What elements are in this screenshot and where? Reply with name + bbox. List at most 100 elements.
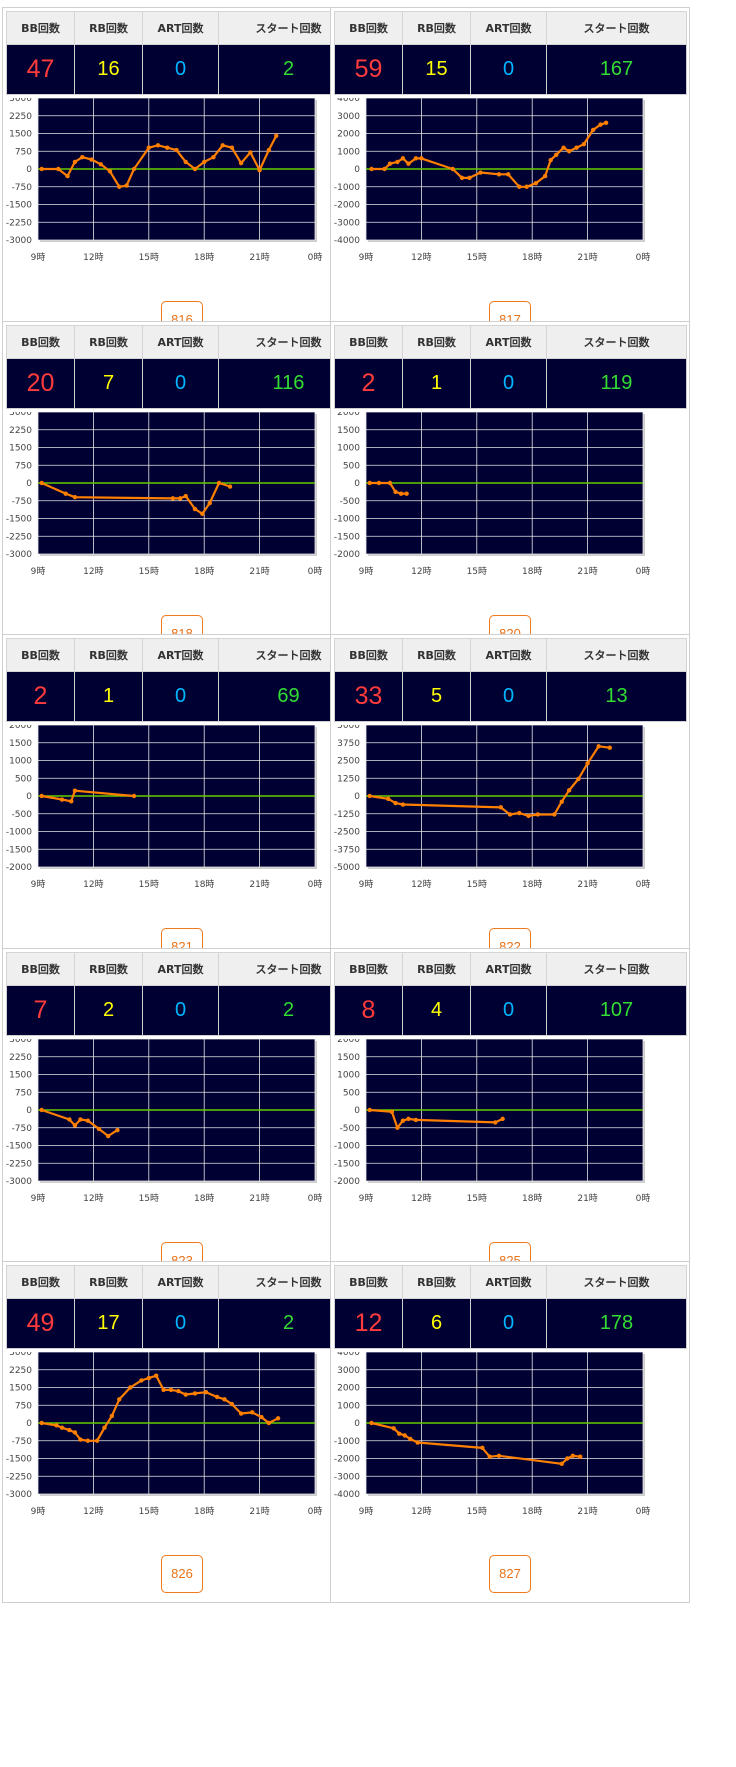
machine-card: BB回数 RB回数 ART回数 スタート回数 8 4 0 107 2000 1500 1000 500…: [330, 948, 690, 1290]
machine-number-button[interactable]: 827: [489, 1555, 531, 1593]
slump-chart-svg: 3000 2250 1500 750 0 -750 -1500 -2250 -3000 9時 12時…: [6, 1352, 322, 1517]
y-tick-label: 1500: [9, 444, 32, 454]
y-tick-label: 1500: [9, 130, 32, 140]
data-point: [203, 1390, 209, 1395]
data-point: [406, 161, 411, 166]
y-tick-label: 0: [354, 792, 360, 802]
rb-header: RB回数: [74, 1264, 143, 1300]
y-tick-label: -4000: [334, 1490, 360, 1500]
data-point: [155, 143, 161, 148]
y-tick-label: -2250: [6, 218, 32, 228]
rb-header: RB回数: [74, 324, 143, 360]
data-point: [570, 1453, 576, 1459]
data-point: [566, 149, 572, 154]
y-tick-label: -2000: [334, 1455, 360, 1465]
data-point: [450, 166, 455, 172]
x-tick-label: 21時: [577, 566, 597, 577]
x-tick-label: 12時: [411, 879, 431, 890]
data-point: [222, 1397, 227, 1402]
x-tick-label: 18時: [194, 566, 214, 577]
x-tick-label: 9時: [359, 566, 374, 577]
data-point: [548, 157, 553, 163]
x-tick-label: 21時: [577, 879, 597, 890]
data-point: [128, 1385, 133, 1390]
x-tick-label: 12時: [411, 566, 431, 577]
data-point: [153, 1373, 159, 1378]
x-tick-label: 0時: [636, 879, 651, 890]
x-tick-label: 15時: [139, 1506, 159, 1517]
y-tick-label: 2250: [9, 1366, 32, 1376]
y-tick-label: 3000: [9, 98, 32, 104]
start-count: 13: [546, 671, 687, 722]
machine-card: BB回数 RB回数 ART回数 スタート回数 12 6 0 178 4000 3000 2000 10…: [330, 1261, 690, 1603]
data-point: [220, 143, 225, 148]
data-point: [65, 173, 70, 179]
data-point: [89, 157, 94, 162]
y-tick-label: -1500: [6, 845, 32, 855]
data-point: [94, 1438, 100, 1443]
art-header: ART回数: [142, 10, 219, 46]
data-point: [59, 1425, 65, 1430]
y-tick-label: -1000: [334, 1142, 360, 1152]
y-tick-label: 500: [343, 461, 360, 471]
x-tick-label: 12時: [83, 1506, 103, 1517]
data-point: [202, 159, 207, 165]
y-tick-label: -1500: [334, 532, 360, 542]
y-tick-label: 3750: [337, 739, 360, 749]
data-point: [98, 162, 103, 167]
start-header: スタート回数: [546, 951, 687, 987]
y-tick-label: -500: [12, 810, 33, 820]
y-tick-label: 1000: [337, 444, 360, 454]
x-tick-label: 21時: [249, 879, 269, 890]
start-header: スタート回数: [546, 324, 687, 360]
data-point: [505, 172, 511, 177]
y-tick-label: 0: [354, 479, 360, 489]
bb-header: BB回数: [334, 951, 403, 987]
data-point: [408, 1436, 413, 1442]
machine-card: BB回数 RB回数 ART回数 スタート回数 59 15 0 167 4000 3000 2000 1…: [330, 7, 690, 349]
x-tick-label: 18時: [194, 879, 214, 890]
data-point: [146, 145, 151, 150]
y-tick-label: 2250: [9, 1053, 32, 1063]
data-point: [496, 172, 502, 177]
data-point: [174, 147, 179, 153]
y-tick-label: -3000: [334, 1472, 360, 1482]
data-point: [367, 793, 372, 799]
x-tick-label: 9時: [31, 566, 46, 577]
bb-count: 8: [334, 985, 403, 1036]
y-tick-label: -500: [340, 497, 361, 507]
data-point: [369, 166, 374, 172]
start-count: 119: [546, 358, 687, 409]
machine-card: BB回数 RB回数 ART回数 スタート回数 7 2 0 2 3000 2250 1500 750 0-…: [2, 948, 362, 1290]
y-tick-label: -1000: [334, 183, 360, 193]
slump-chart-svg: 3000 2250 1500 750 0 -750 -1500 -2250 -3000 9時 12時…: [6, 1039, 322, 1204]
data-point: [559, 799, 564, 804]
data-point: [574, 145, 579, 150]
data-point: [124, 183, 129, 188]
y-tick-label: -2000: [334, 1177, 360, 1187]
x-tick-label: 21時: [249, 1193, 269, 1204]
x-tick-label: 0時: [308, 566, 323, 577]
bb-header: BB回数: [334, 1264, 403, 1300]
data-point: [559, 1461, 564, 1467]
y-tick-label: 3000: [9, 1039, 32, 1045]
data-point: [85, 1118, 91, 1123]
rb-count: 2: [74, 985, 143, 1036]
data-point: [192, 166, 198, 172]
y-tick-label: 0: [354, 1419, 360, 1429]
art-count: 0: [470, 671, 547, 722]
stats-table: BB回数 RB回数 ART回数 スタート回数 7 2 0 2: [6, 951, 359, 1036]
machine-number-button[interactable]: 826: [161, 1555, 203, 1593]
data-point: [192, 506, 198, 512]
data-point: [419, 156, 424, 161]
x-tick-label: 15時: [139, 879, 159, 890]
y-tick-label: 500: [15, 774, 32, 784]
data-point: [585, 761, 590, 766]
y-tick-label: 1000: [9, 757, 32, 767]
y-tick-label: -3000: [334, 218, 360, 228]
x-tick-label: 15時: [139, 1193, 159, 1204]
x-tick-label: 15時: [139, 566, 159, 577]
y-tick-label: 500: [343, 1088, 360, 1098]
y-tick-label: -3000: [6, 1490, 32, 1500]
data-point: [478, 170, 483, 175]
